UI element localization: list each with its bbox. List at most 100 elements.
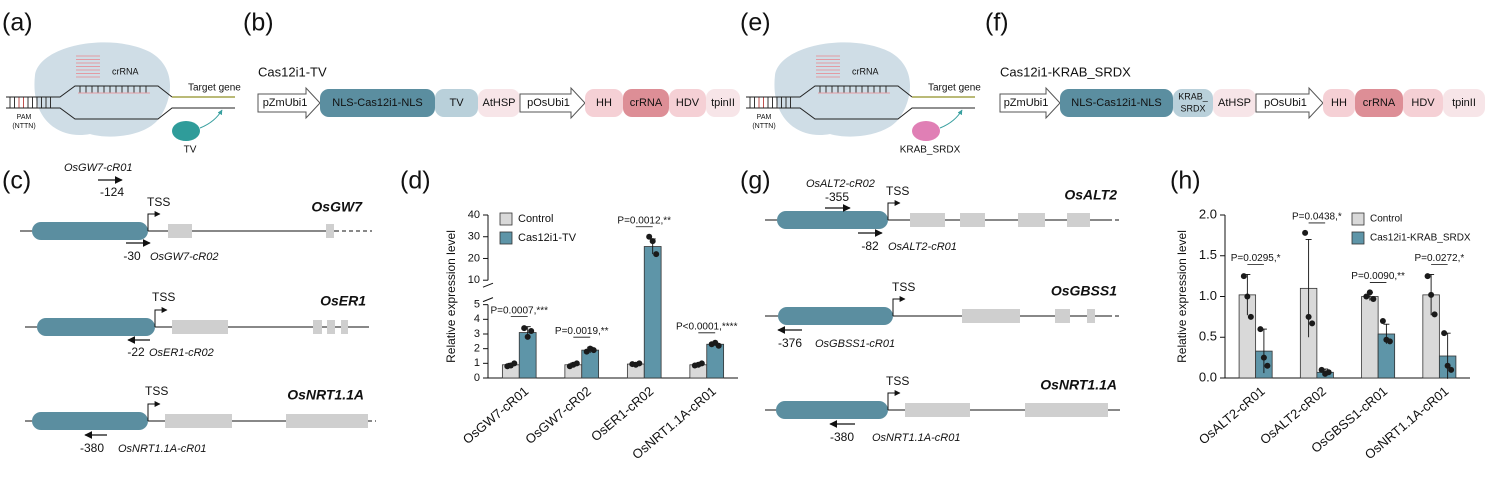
exon <box>168 224 192 238</box>
tss-arrow <box>147 211 161 231</box>
target-label: Target gene <box>928 83 981 94</box>
exon <box>910 213 945 227</box>
guide-name: OsNRT1.1A-cR01 <box>872 432 960 444</box>
data-point <box>715 342 722 349</box>
construct-part <box>435 89 478 117</box>
data-point <box>1441 330 1448 337</box>
data-point <box>1309 320 1316 327</box>
bar <box>643 246 662 379</box>
part-label: AtHSP <box>1218 97 1251 109</box>
promoter-arrow <box>1255 86 1324 120</box>
part-label: pZmUbi1 <box>1004 97 1049 109</box>
exon <box>905 403 970 417</box>
significance-label: P=0.0019,** <box>555 326 609 337</box>
significance-label: P<0.0001,**** <box>676 321 738 332</box>
panel-label: (f) <box>985 9 1009 37</box>
data-point <box>649 238 656 245</box>
tss-arrow <box>892 296 906 316</box>
x-tick-label: OsGW7-cR02 <box>522 383 594 446</box>
data-point <box>1302 229 1309 236</box>
promoter <box>32 412 148 430</box>
legend-swatch <box>499 231 513 245</box>
y-tick-label: 20 <box>468 252 480 264</box>
data-point <box>521 325 528 332</box>
panel-label: (d) <box>400 167 431 195</box>
construct-part <box>669 89 706 117</box>
data-point <box>1366 289 1373 296</box>
part-label: pZmUbi1 <box>263 97 308 109</box>
data-point <box>1318 366 1325 373</box>
construct-title: Cas12i1-TV <box>258 64 327 79</box>
exon <box>1025 403 1108 417</box>
part-label: HH <box>1331 97 1347 109</box>
significance-label: P=0.0007,*** <box>490 305 548 316</box>
part-label: HH <box>596 97 612 109</box>
data-point <box>1431 311 1438 318</box>
x-tick-label: OsALT2-cR01 <box>1196 383 1268 447</box>
exon <box>327 320 335 334</box>
bar <box>581 349 600 379</box>
dna-strand <box>6 107 235 120</box>
guide-position: -22 <box>127 345 145 359</box>
data-point <box>1244 293 1251 300</box>
promoter-arrow <box>999 86 1061 120</box>
construct-part <box>1173 89 1213 117</box>
guide-position: -380 <box>830 430 854 444</box>
part-label: tpinII <box>1452 97 1476 109</box>
part-label: tpinII <box>711 97 735 109</box>
data-point <box>1370 295 1377 302</box>
part-label: pOsUbi1 <box>1264 97 1307 109</box>
panel-label: (b) <box>243 9 274 37</box>
part-label: AtHSP <box>482 97 515 109</box>
gene-name: OsNRT1.1A <box>1040 377 1117 393</box>
dna-strand <box>746 85 913 98</box>
y-tick-label: 1 <box>474 357 480 369</box>
y-axis-label: Relative expression level <box>1175 230 1189 363</box>
part-label: NLS-Cas12i1-NLS <box>1071 97 1161 109</box>
effector-label: TV <box>184 145 197 156</box>
exon <box>172 320 228 334</box>
promoter <box>37 318 155 336</box>
promoter <box>777 211 888 229</box>
guide-name: OsGBSS1-cR01 <box>815 338 895 350</box>
tss-arrow <box>887 390 901 410</box>
legend-label: Control <box>1370 214 1402 225</box>
gene-name: OsGBSS1 <box>1051 283 1117 299</box>
legend-label: Control <box>518 213 553 225</box>
guide-position: -30 <box>123 249 141 263</box>
target-label: Target gene <box>188 83 241 94</box>
data-point <box>511 360 518 367</box>
data-point <box>1305 313 1312 320</box>
construct-title: Cas12i1-KRAB_SRDX <box>1000 64 1131 79</box>
significance-label: P=0.0438,* <box>1292 212 1342 223</box>
legend-swatch <box>1351 212 1365 226</box>
guide-name: OsGW7-cR02 <box>150 251 218 263</box>
significance-label: P=0.0090,** <box>1351 271 1405 282</box>
exon <box>1087 309 1095 323</box>
part-label: HDV <box>676 97 700 109</box>
data-point <box>1363 293 1370 300</box>
data-point <box>1240 273 1247 280</box>
tss-label: TSS <box>886 184 909 198</box>
exon <box>1055 309 1070 323</box>
y-tick-label: 2.0 <box>1199 206 1217 221</box>
legend-swatch <box>1351 231 1365 245</box>
construct-part <box>1403 89 1443 117</box>
data-point <box>590 347 597 354</box>
exon <box>313 320 322 334</box>
gene-name: OsNRT1.1A <box>287 387 364 403</box>
y-tick-label: 0.0 <box>1199 369 1217 384</box>
y-tick-label: 10 <box>468 274 480 286</box>
crrna-label: crRNA <box>112 66 139 76</box>
pam-label: PAM <box>17 114 32 121</box>
tss-label: TSS <box>147 195 170 209</box>
data-point <box>1424 273 1431 280</box>
construct-part <box>585 89 623 117</box>
data-point <box>1428 291 1435 298</box>
data-point <box>573 360 580 367</box>
part-label: crRNA <box>1363 97 1396 109</box>
activation-arrow <box>939 109 963 129</box>
significance-label: P=0.0272,* <box>1414 253 1464 264</box>
y-tick-label: 1.0 <box>1199 288 1217 303</box>
